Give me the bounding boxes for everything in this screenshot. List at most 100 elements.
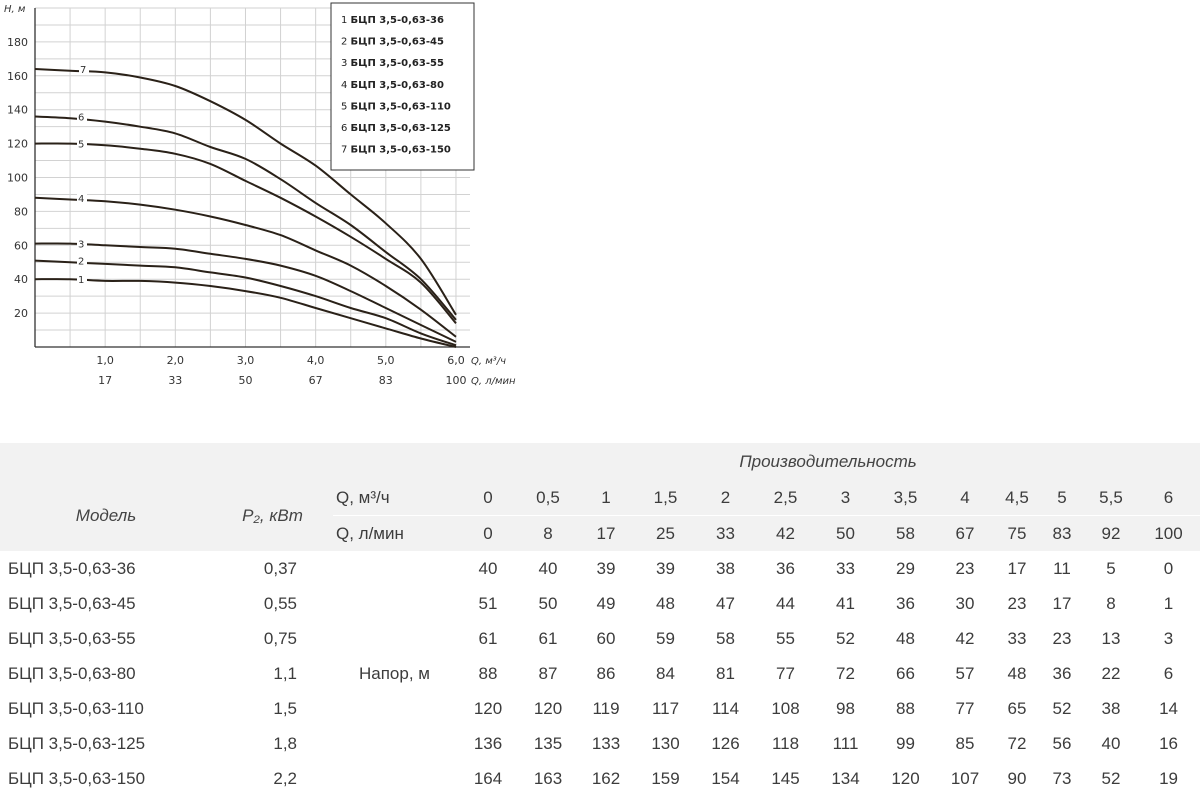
- q-lmin-value: 83: [1039, 515, 1085, 551]
- q-m3h-value: 5: [1039, 480, 1085, 516]
- head-value: 136: [473, 733, 503, 753]
- head-value: 40: [1101, 733, 1121, 753]
- head-value: 120: [891, 768, 920, 788]
- model-cell: БЦП 3,5-0,63-80: [8, 663, 136, 683]
- head-value: 159: [651, 768, 680, 788]
- q-lmin-value: 17: [576, 515, 636, 551]
- legend-entry-number: 1: [341, 15, 351, 26]
- legend-entry-model: БЦП 3,5-0,63-125: [351, 123, 451, 134]
- q-m3h-value: 2: [695, 480, 756, 516]
- head-value: 72: [1007, 733, 1027, 753]
- head-value: 107: [950, 768, 980, 788]
- x-tick-label-lmin: 67: [309, 374, 323, 387]
- head-value: 40: [538, 558, 558, 578]
- head-value: 117: [651, 698, 680, 718]
- table-row: БЦП 3,5-0,63-36 0,37 Напор, м 40 40 39 39 38 36 3…: [0, 551, 1200, 683]
- q-lmin-value: 50: [815, 515, 876, 551]
- head-value: 145: [771, 768, 800, 788]
- head-value: 77: [955, 698, 975, 718]
- x-tick-label-lmin: 33: [168, 374, 182, 387]
- q-m3h-label: Q, м³/ч: [333, 480, 456, 516]
- x-tick-label-lmin: 50: [238, 374, 252, 387]
- head-value: 120: [533, 698, 563, 718]
- power-cell: 2,2: [273, 768, 297, 788]
- legend-entry-6: 6 БЦП 3,5-0,63-125: [341, 123, 451, 134]
- legend-entry-7: 7 БЦП 3,5-0,63-150: [341, 145, 451, 156]
- x-axis-label-lmin: Q, л/мин: [471, 376, 516, 387]
- head-value: 60: [596, 628, 616, 648]
- head-value: 126: [711, 733, 740, 753]
- curve-4: [34, 196, 457, 338]
- y-tick-label: 160: [7, 70, 28, 83]
- head-value: 87: [538, 663, 558, 683]
- head-value: 47: [716, 593, 735, 613]
- model-column-header: Модель: [0, 480, 212, 551]
- x-tick-label-m3h: 6,0: [447, 354, 465, 367]
- curve-label-bg: [77, 255, 87, 266]
- y-tick-labels: 20 40 60 80 100 120 140 160 180: [7, 36, 28, 320]
- model-cell: БЦП 3,5-0,63-125: [8, 733, 146, 753]
- table-row: БЦП 3,5-0,63-110 1,5 120 120 119 117 114 108 98 8…: [0, 691, 1200, 726]
- curve-label-bg: [77, 192, 87, 203]
- legend-box: [330, 2, 475, 171]
- legend-entry-3: 3 БЦП 3,5-0,63-55: [341, 58, 444, 69]
- head-value: 154: [711, 768, 740, 788]
- x-axis-label-m3h: Q, м³/ч: [471, 356, 506, 367]
- curve-label-2: 2: [78, 257, 84, 268]
- head-value: 86: [596, 663, 616, 683]
- head-value: 39: [596, 558, 616, 578]
- head-value: 55: [776, 628, 795, 648]
- head-value: 120: [473, 698, 503, 718]
- head-value: 44: [776, 593, 795, 613]
- q-m3h-value: 2,5: [756, 480, 815, 516]
- model-cell: БЦП 3,5-0,63-55: [8, 628, 136, 648]
- head-value: 36: [1052, 663, 1072, 683]
- y-tick-label: 20: [14, 307, 28, 320]
- power-cell: 1,8: [273, 733, 297, 753]
- head-value: 162: [591, 768, 621, 788]
- q-lmin-label: Q, л/мин: [333, 515, 456, 551]
- head-value: 29: [896, 558, 915, 578]
- x-tick-labels: 1,0 17 2,0 33 3,0 50 4,0 67 5,0 83 6,0 100: [96, 354, 466, 387]
- x-tick-label-m3h: 1,0: [96, 354, 114, 367]
- q-lmin-value: 100: [1137, 515, 1200, 551]
- q-lmin-value: 75: [995, 515, 1039, 551]
- head-value: 50: [538, 593, 558, 613]
- head-value: 77: [776, 663, 795, 683]
- x-tick-label-lmin: 100: [445, 374, 466, 387]
- legend-entry-number: 4: [341, 80, 351, 91]
- head-value: 11: [1053, 558, 1071, 578]
- table-title: Производительность: [456, 443, 1200, 480]
- power-column-header: P₂, кВт: [212, 480, 333, 551]
- y-tick-label: 140: [7, 104, 28, 117]
- x-tick-label-m3h: 4,0: [307, 354, 325, 367]
- curve-label-6: 6: [78, 112, 84, 123]
- q-m3h-value: 1,5: [636, 480, 695, 516]
- curve-label-3: 3: [78, 240, 84, 251]
- q-lmin-value: 0: [456, 515, 520, 551]
- head-value: 61: [538, 628, 558, 648]
- head-value: 164: [473, 768, 503, 788]
- head-value: 135: [533, 733, 563, 753]
- head-value: 98: [836, 698, 855, 718]
- legend-entry-number: 5: [341, 101, 351, 112]
- power-cell: 0,75: [263, 628, 297, 648]
- q-m3h-value: 0,5: [520, 480, 576, 516]
- table-row: БЦП 3,5-0,63-125 1,8 136 135 133 130 126 118 111…: [0, 726, 1200, 761]
- legend-entry-model: БЦП 3,5-0,63-45: [351, 37, 444, 48]
- x-tick-label-m3h: 2,0: [167, 354, 185, 367]
- curve-label-7: 7: [80, 65, 86, 76]
- curve-1: [34, 278, 457, 348]
- curve-6: [34, 115, 457, 321]
- q-lmin-value: 42: [756, 515, 815, 551]
- q-m3h-value: 0: [456, 480, 520, 516]
- power-cell: 1,1: [273, 663, 297, 683]
- table-title-row: Производительность: [0, 443, 1200, 480]
- head-value: 90: [1007, 768, 1027, 788]
- q-lmin-value: 58: [876, 515, 935, 551]
- power-cell: 0,55: [263, 593, 297, 613]
- head-value: 72: [836, 663, 855, 683]
- curve-3: [34, 242, 457, 343]
- head-value: 13: [1101, 628, 1121, 648]
- head-value: 8: [1106, 593, 1116, 613]
